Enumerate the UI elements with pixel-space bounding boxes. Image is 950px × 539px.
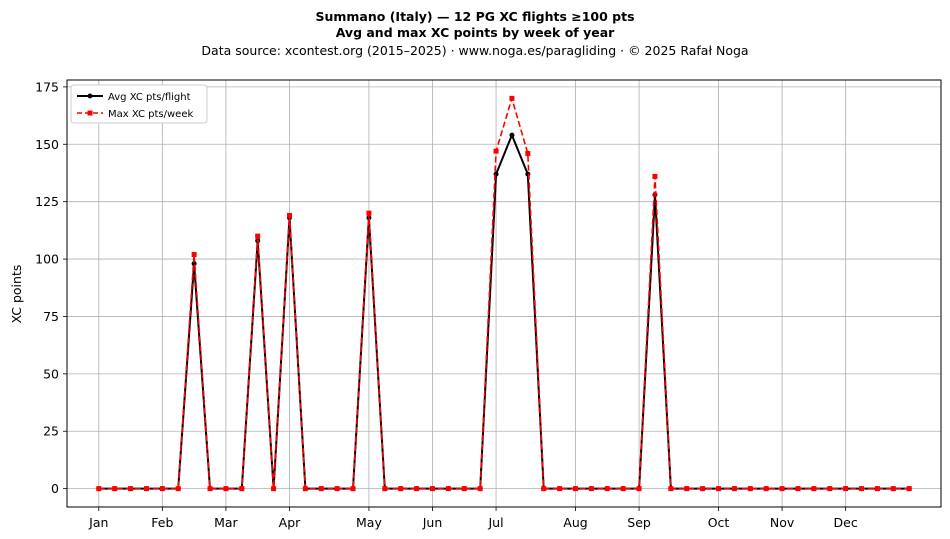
series-max-point [604,486,610,492]
x-tick-label: Jun [422,515,443,530]
series-max-point [811,486,817,492]
legend-max-marker [87,110,93,116]
chart-title: Summano (Italy) — 12 PG XC flights ≥100 … [315,9,635,24]
y-tick-label: 50 [43,366,59,381]
y-tick-label: 175 [35,79,59,94]
series-max-point [843,486,849,492]
series-max-point [541,486,547,492]
series-max-point [890,486,896,492]
series-max-point [302,486,308,492]
y-tick-label: 75 [43,309,59,324]
chart-subtitle: Avg and max XC points by week of year [335,25,615,40]
series-max-point [700,486,706,492]
x-tick-label: Mar [214,515,238,530]
series-max-point [557,486,563,492]
x-tick-label: Dec [834,515,858,530]
series-max-point [429,486,435,492]
series-max-point [747,486,753,492]
series-max-point [716,486,722,492]
y-axis: 0 25 50 75 100 125 150 175 [35,79,67,496]
series-max-point [573,486,579,492]
series-max-point [525,150,531,156]
series-max-point [175,486,181,492]
x-tick-label: Apr [279,515,301,530]
legend-avg-label: Avg XC pts/flight [108,92,191,103]
x-tick-label: Oct [708,515,730,530]
series-max-point [207,486,213,492]
series-max-point [271,486,277,492]
series-max-point [588,486,594,492]
plot-frame [66,79,942,508]
series-max-point [366,210,372,216]
x-tick-label: Aug [563,515,587,530]
series-max-point [239,486,245,492]
series-max-point [795,486,801,492]
series-max-point [159,486,165,492]
series-max-point [143,486,149,492]
series-max-point [191,251,197,257]
series-max-point [779,486,785,492]
series-max-point [350,486,356,492]
x-axis: Jan Feb Mar Apr May Jun Jul Aug Sep Oct Nov Dec [88,507,858,530]
series-avg-line [98,134,910,490]
legend-max-label: Max XC pts/week [108,109,193,120]
x-tick-label: Nov [770,515,795,530]
y-tick-label: 25 [43,424,59,439]
x-tick-label: Sep [627,515,651,530]
series-layer [96,95,912,492]
series-max-point [493,148,499,154]
series-max-point [255,233,261,239]
series-avg-point [509,132,515,138]
series-max-point [684,486,690,492]
series-max-point [636,486,642,492]
y-tick-label: 150 [35,137,59,152]
chart-source: Data source: xcontest.org (2015–2025) · … [201,43,749,58]
series-max-point [318,486,324,492]
series-max-point [445,486,451,492]
x-tick-label: Feb [151,515,173,530]
x-tick-label: Jul [488,515,504,530]
series-max-point [382,486,388,492]
series-max-point [112,486,118,492]
series-max-point [906,486,912,492]
series-max-point [334,486,340,492]
series-max-point [96,486,102,492]
series-max-point [668,486,674,492]
series-max-point [398,486,404,492]
series-max-point [652,173,658,179]
legend-avg-marker [87,93,93,99]
y-tick-label: 125 [35,194,59,209]
y-tick-label: 0 [51,481,59,496]
series-max-point [414,486,420,492]
series-max-line [98,97,910,490]
series-max-point [509,95,515,101]
series-avg-point [366,215,372,221]
x-tick-label: Jan [88,515,108,530]
series-max-point [827,486,833,492]
series-max-point [620,486,626,492]
series-max-point [859,486,865,492]
legend: Avg XC pts/flight Max XC pts/week [70,84,208,124]
series-max-point [286,212,292,218]
series-max-point [874,486,880,492]
series-max-point [128,486,134,492]
series-max-point [223,486,229,492]
series-max-point [477,486,483,492]
series-max-point [731,486,737,492]
grid-lines [67,80,941,507]
y-axis-label: XC points [9,265,24,324]
series-max-point [763,486,769,492]
legend-box [70,84,208,124]
x-tick-label: May [356,515,382,530]
y-tick-label: 100 [35,252,59,267]
series-max-point [461,486,467,492]
